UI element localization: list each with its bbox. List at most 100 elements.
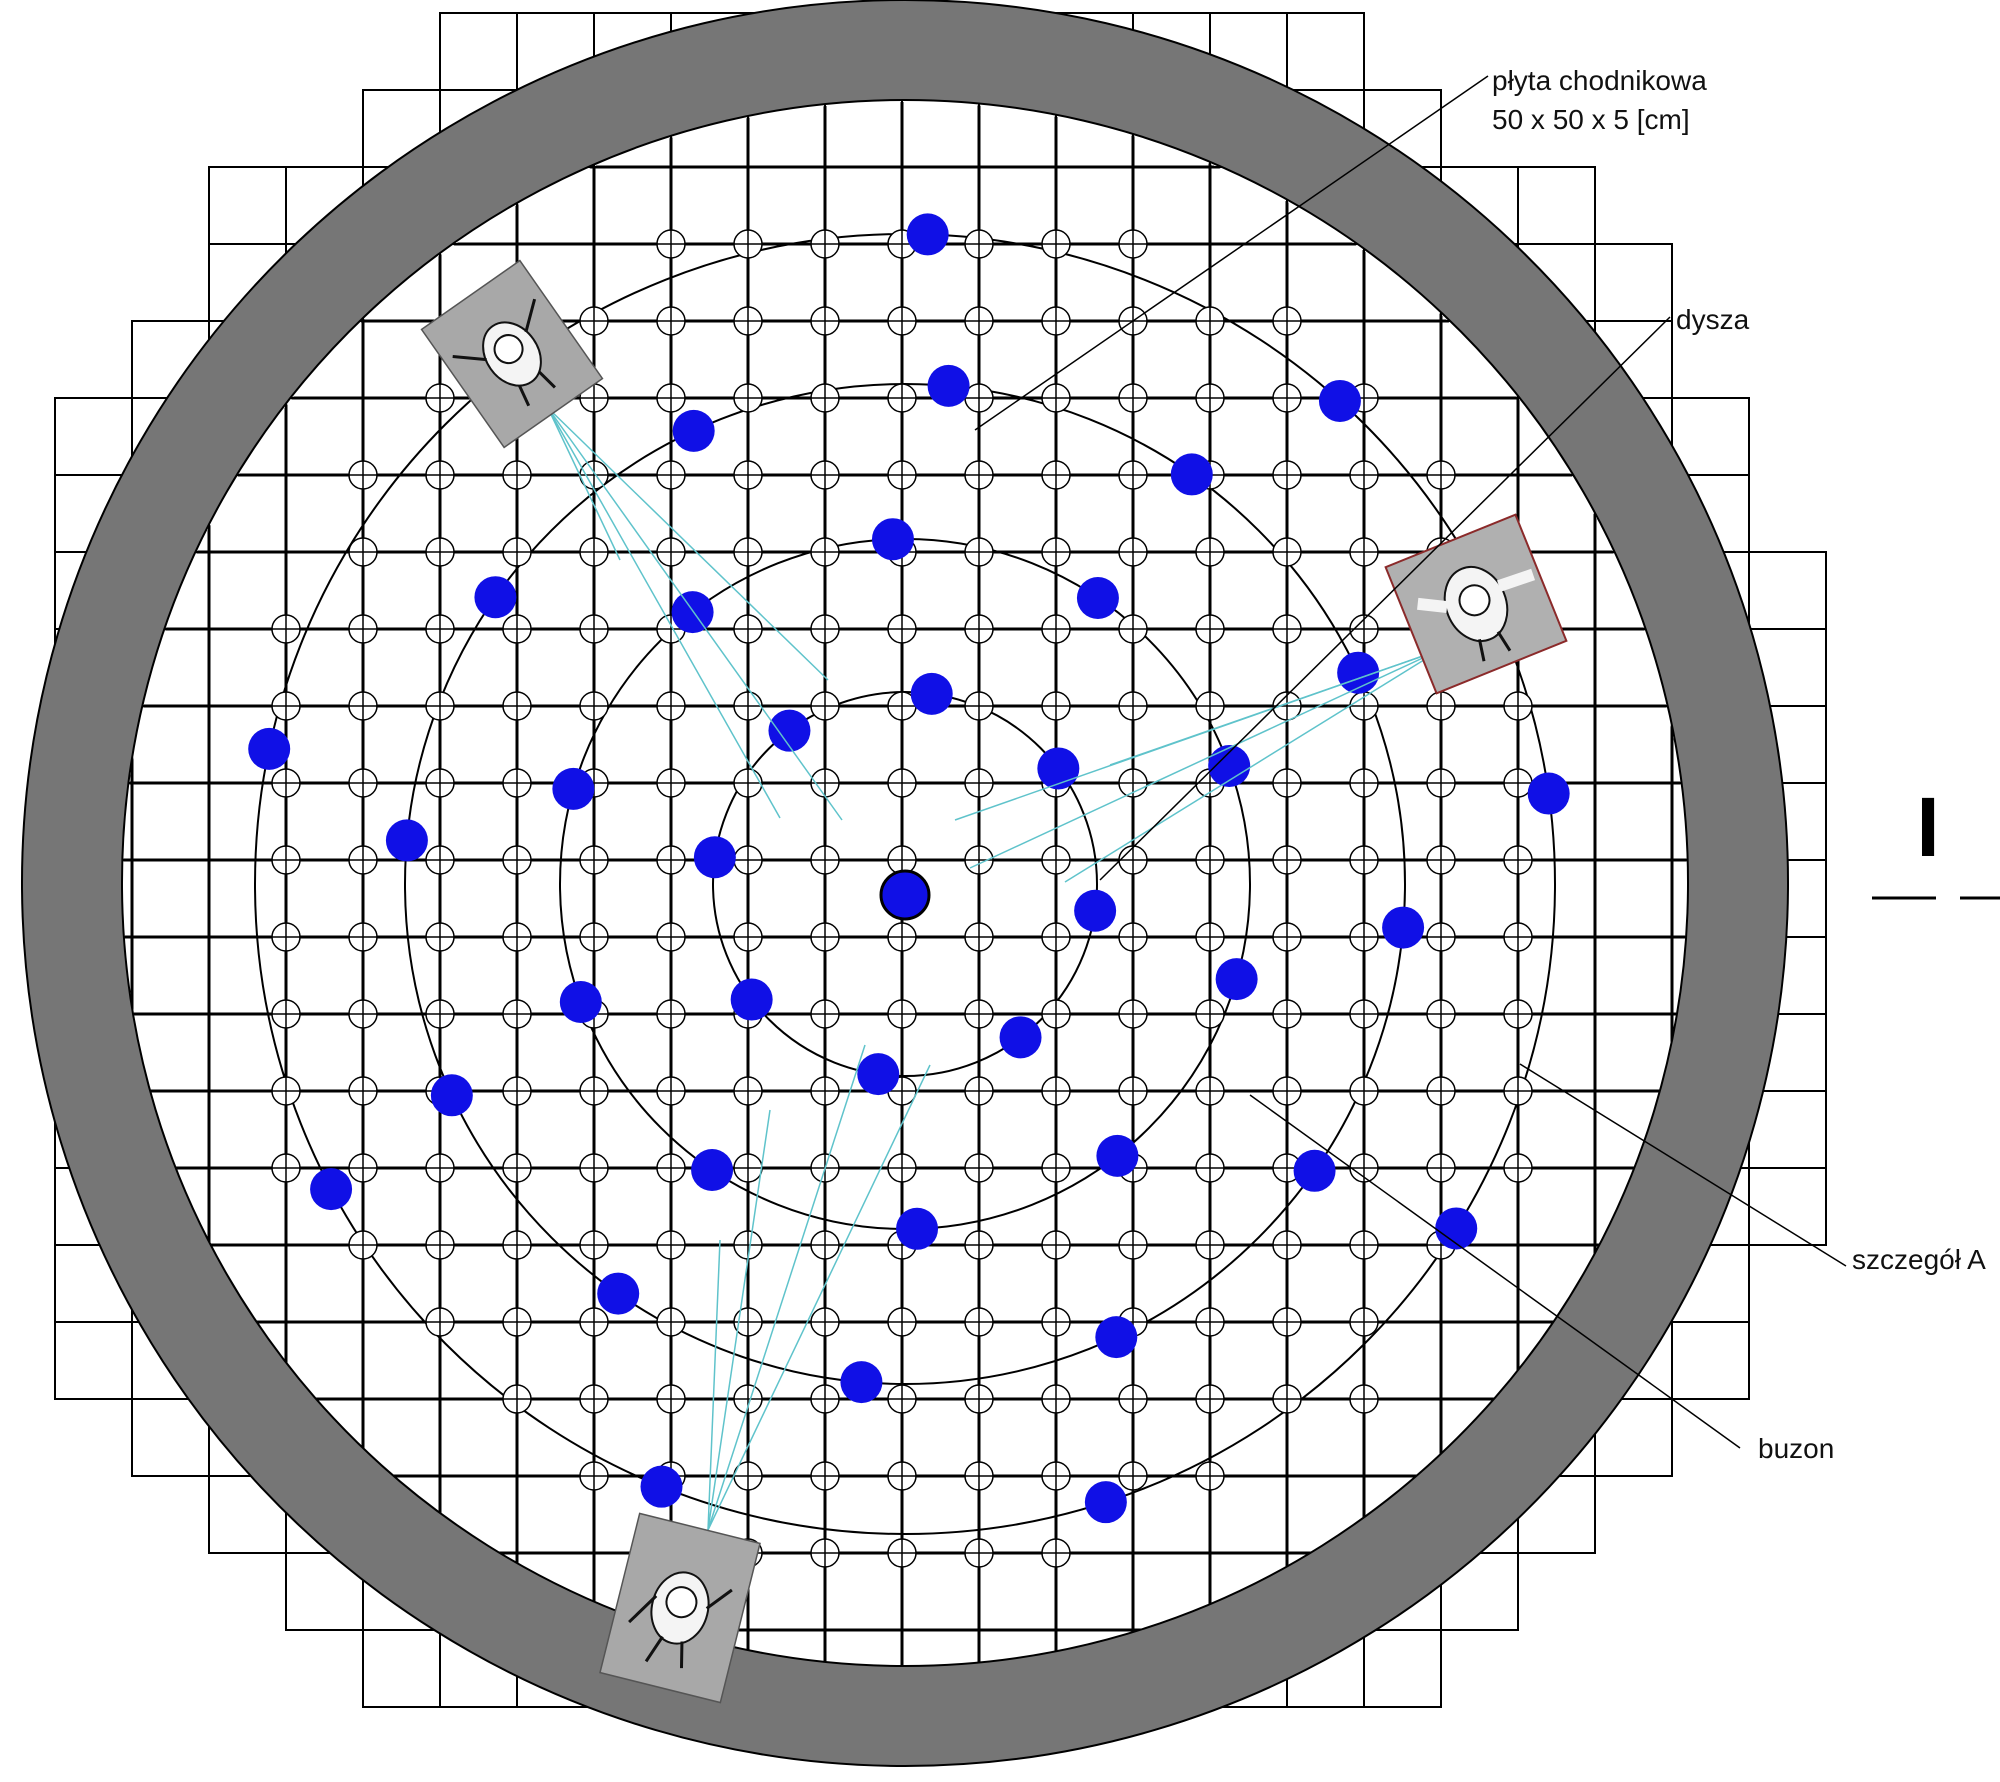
nozzle-marker	[810, 1461, 840, 1491]
paving-slab	[1440, 397, 1519, 476]
paving-slab	[1209, 1475, 1288, 1554]
paving-slab	[978, 1090, 1057, 1169]
paving-slab	[1286, 782, 1365, 861]
paving-slab	[1209, 1321, 1288, 1400]
nozzle-marker	[733, 922, 763, 952]
nozzle-marker	[1118, 999, 1148, 1029]
paving-slab	[439, 12, 518, 91]
paving-slab	[1132, 782, 1211, 861]
paving-slab	[1440, 1013, 1519, 1092]
nozzle-marker	[733, 383, 763, 413]
nozzle-marker	[733, 768, 763, 798]
nozzle-marker	[1041, 845, 1071, 875]
paving-slab	[285, 1013, 364, 1092]
nozzle-marker	[348, 537, 378, 567]
nozzle-marker	[1195, 537, 1225, 567]
paving-slab	[285, 1244, 364, 1323]
nozzle-marker	[887, 383, 917, 413]
paving-slab	[1517, 1167, 1596, 1246]
nozzle-marker	[348, 845, 378, 875]
paving-slab	[439, 1321, 518, 1400]
nozzle-marker	[1195, 614, 1225, 644]
nozzle-marker	[887, 768, 917, 798]
nozzle-marker	[733, 1461, 763, 1491]
paving-slab	[901, 1398, 980, 1477]
paving-slab	[1594, 936, 1673, 1015]
paving-slab	[901, 397, 980, 476]
water-jet	[552, 767, 595, 810]
nozzle-marker	[1195, 1384, 1225, 1414]
nozzle-marker	[887, 999, 917, 1029]
nozzle-marker	[502, 999, 532, 1029]
nozzle-marker	[733, 1076, 763, 1106]
water-jet	[640, 1465, 683, 1508]
section-mark-label: I	[1916, 780, 1939, 874]
paving-slab	[1440, 705, 1519, 784]
paving-slab	[439, 859, 518, 938]
nozzle-marker	[1426, 460, 1456, 490]
nozzle-marker	[1503, 691, 1533, 721]
nozzle-marker	[1426, 1153, 1456, 1183]
nozzle-marker	[425, 691, 455, 721]
nozzle-marker	[887, 1307, 917, 1337]
paving-slab	[208, 166, 287, 245]
paving-slab	[670, 1244, 749, 1323]
paving-slab	[516, 1398, 595, 1477]
paving-slab	[747, 166, 826, 245]
nozzle-marker	[1195, 1307, 1225, 1337]
water-jet	[730, 978, 773, 1021]
water-jet	[248, 727, 291, 770]
water-jet	[999, 1016, 1042, 1059]
callout-lines	[974, 75, 1847, 1449]
paving-slab	[131, 1398, 210, 1477]
paving-slab	[824, 1167, 903, 1246]
nozzle-marker	[964, 229, 994, 259]
nozzle-marker	[887, 1153, 917, 1183]
paving-slab	[362, 1090, 441, 1169]
water-jet	[910, 672, 953, 715]
paving-slab	[516, 1475, 595, 1554]
nozzle-marker	[1349, 1384, 1379, 1414]
paving-slab	[824, 782, 903, 861]
paving-slab	[1440, 1244, 1519, 1323]
paving-slab	[593, 1167, 672, 1246]
paving-slab	[1209, 551, 1288, 630]
paving-slab	[1440, 859, 1519, 938]
nozzle-marker	[1118, 922, 1148, 952]
nozzle-marker	[1272, 999, 1302, 1029]
nozzle-marker	[502, 1230, 532, 1260]
nozzle-marker	[1118, 768, 1148, 798]
water-jet	[1076, 576, 1119, 619]
paving-slab	[824, 1398, 903, 1477]
paving-slab	[978, 936, 1057, 1015]
paving-slab	[285, 859, 364, 938]
nozzle-marker	[964, 306, 994, 336]
paving-slab	[747, 474, 826, 553]
nozzle-marker	[1041, 1538, 1071, 1568]
nozzle-marker	[1272, 383, 1302, 413]
nozzle-marker	[271, 1153, 301, 1183]
nozzle-marker	[1426, 691, 1456, 721]
nozzle-marker	[810, 306, 840, 336]
paving-slab	[1517, 166, 1596, 245]
paving-slab	[593, 936, 672, 1015]
water-jet	[430, 1074, 473, 1117]
paving-slab	[1748, 1090, 1827, 1169]
paving-slab	[670, 166, 749, 245]
paving-slab	[1671, 397, 1750, 476]
nozzle-marker	[964, 1307, 994, 1337]
paving-slab	[901, 1013, 980, 1092]
paving-slab	[208, 1167, 287, 1246]
nozzle-marker	[1272, 306, 1302, 336]
nozzle-marker	[1195, 1461, 1225, 1491]
paving-slab	[1517, 705, 1596, 784]
nozzle-marker	[348, 1153, 378, 1183]
nozzle-marker	[810, 845, 840, 875]
nozzle-marker	[1349, 845, 1379, 875]
paving-slab	[1209, 1167, 1288, 1246]
nozzle-marker	[1118, 1461, 1148, 1491]
nozzle-marker	[733, 614, 763, 644]
nozzle-marker	[656, 768, 686, 798]
nozzle-marker	[964, 1538, 994, 1568]
nozzle-marker	[579, 306, 609, 336]
